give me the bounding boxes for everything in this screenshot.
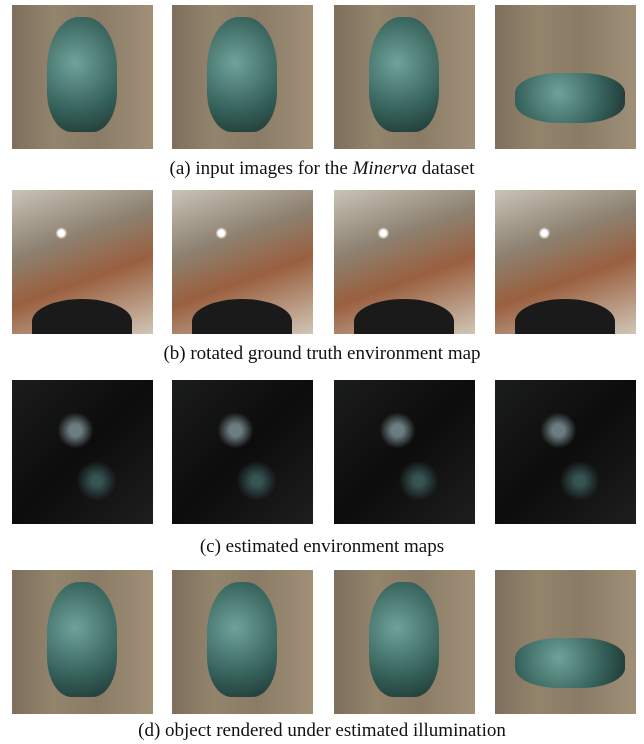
caption: (c) estimated environment maps: [0, 536, 644, 558]
photo: [495, 190, 636, 334]
caption-text: (a) input images for the: [169, 158, 353, 179]
caption: (d) object rendered under estimated illu…: [0, 720, 644, 742]
photo: [172, 380, 313, 524]
photo: [12, 380, 153, 524]
photo: [12, 570, 153, 714]
photo: [334, 5, 475, 149]
caption-text: (c) estimated environment maps: [199, 536, 445, 557]
photo: [495, 5, 636, 149]
photo: [495, 380, 636, 524]
caption-text: dataset: [416, 158, 475, 179]
image-row: [12, 570, 636, 714]
image-row: [12, 5, 636, 149]
image-row: [12, 380, 636, 526]
photo: [12, 190, 153, 334]
photo: [334, 380, 475, 524]
photo: [172, 190, 313, 334]
caption-italic: Minerva: [352, 158, 417, 179]
photo: [12, 5, 153, 149]
photo: [172, 5, 313, 149]
photo: [172, 570, 313, 714]
caption-text: (d) object rendered under estimated illu…: [138, 720, 506, 741]
photo: [495, 570, 636, 714]
caption: (b) rotated ground truth environment map: [0, 343, 644, 365]
photo: [334, 190, 475, 334]
photo: [334, 570, 475, 714]
caption-text: (b) rotated ground truth environment map: [163, 343, 481, 364]
caption: (a) input images for the Minerva dataset: [0, 158, 644, 180]
image-row: [12, 190, 636, 334]
